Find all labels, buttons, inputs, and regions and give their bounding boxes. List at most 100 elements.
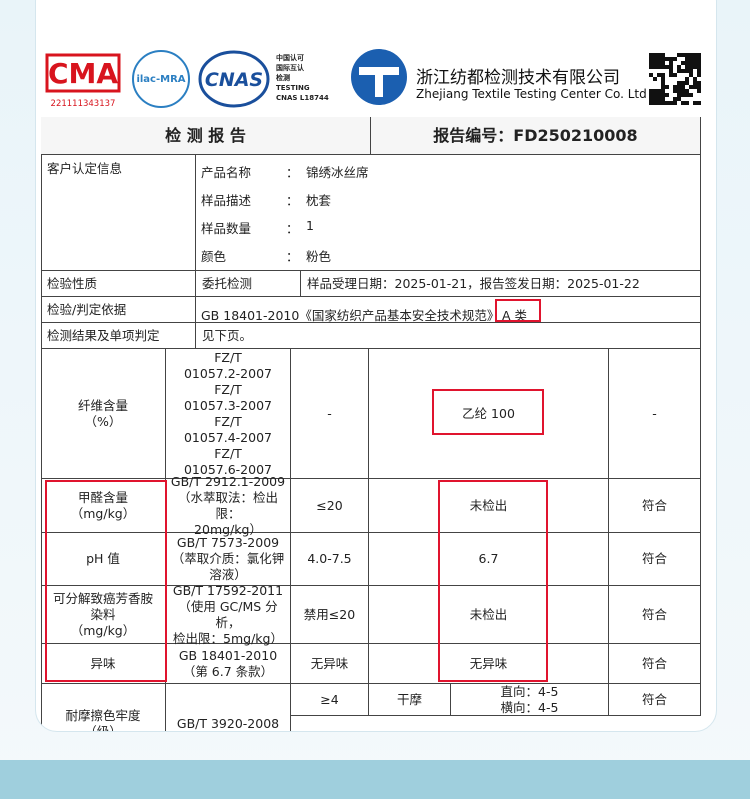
qr-cell [697, 65, 701, 69]
text-line: TESTING [276, 84, 310, 92]
text-line: 溶液） [209, 567, 247, 582]
qr-cell [681, 85, 685, 89]
qr-cell [689, 57, 693, 61]
verdict-cell: 符合 [609, 644, 701, 684]
qr-cell [649, 93, 653, 97]
qr-cell [661, 93, 665, 97]
verdict-cell: 符合 [609, 479, 701, 533]
qr-cell [653, 77, 657, 81]
qr-cell [693, 85, 697, 89]
qr-cell [697, 101, 701, 105]
qr-cell [689, 85, 693, 89]
cma-logo: CMA 221111343137 [45, 53, 121, 109]
cnas-text: CNAS [205, 69, 263, 91]
qr-cell [697, 81, 701, 85]
qr-cell [685, 65, 689, 69]
qr-cell [693, 61, 697, 65]
qr-cell [661, 73, 665, 77]
qr-cell [689, 61, 693, 65]
item-cell: 纤维含量 （%） [41, 349, 166, 479]
company-logo [351, 49, 407, 105]
qr-cell [685, 69, 689, 73]
qr-cell [673, 101, 677, 105]
client-label: 客户认定信息 [41, 155, 196, 271]
content: CMA 221111343137 ilac-MRA CNAS 中国认可 国际互认检… [36, 1, 716, 731]
result-cell: 6.7 [369, 533, 609, 586]
item-cell: 可分解致癌芳香胺 染料 （mg/kg） [41, 586, 166, 644]
text-line: 国际互认 [276, 64, 304, 72]
qr-cell [681, 81, 685, 85]
text-line: 耐摩擦色牢度 [65, 707, 141, 723]
qr-cell [681, 61, 685, 65]
qr-cell [697, 61, 701, 65]
note-label: 检测结果及单项判定 [41, 323, 196, 349]
cma-number: 221111343137 [51, 99, 116, 109]
qr-cell [677, 93, 681, 97]
qr-cell [657, 93, 661, 97]
qr-cell [697, 69, 701, 73]
text-line: 01057.2-2007 [183, 365, 272, 381]
text-line: （水萃取法：检出限： [177, 489, 278, 521]
qr-cell [681, 53, 685, 57]
qr-cell [661, 53, 665, 57]
qr-cell [673, 85, 677, 89]
highlight-box [45, 480, 167, 682]
text-line: GB 18401-2010 [178, 647, 278, 663]
verdict-cell: 符合 [609, 533, 701, 586]
qr-cell [673, 89, 677, 93]
highlight-box [438, 480, 548, 682]
text-line: 异味 [90, 655, 116, 671]
basis-grade: A 类 [502, 308, 528, 323]
nature-value: 委托检测 [196, 271, 301, 297]
qr-code [649, 53, 701, 105]
qr-cell [665, 57, 669, 61]
qr-cell [653, 89, 657, 93]
company-cn: 浙江纺都检测技术有限公司 [416, 68, 620, 88]
verdict-cell: - [609, 349, 701, 479]
qr-cell [649, 73, 653, 77]
cnas-info: 中国认可 国际互认 检测 TESTING CNAS L18744 [276, 53, 329, 103]
qr-cell [653, 65, 657, 69]
qr-cell [653, 57, 657, 61]
verdict-cell: 符合 [609, 684, 701, 716]
field-value: 锦绣冰丝席 [306, 165, 369, 180]
qr-cell [677, 53, 681, 57]
qr-cell [685, 101, 689, 105]
qr-cell [689, 73, 693, 77]
text-line: 01057.3-2007 [183, 397, 272, 413]
qr-cell [673, 97, 677, 101]
qr-cell [693, 53, 697, 57]
highlight-box [432, 389, 544, 435]
ilac-logo: ilac-MRA [132, 50, 190, 108]
qr-cell [685, 89, 689, 93]
qr-cell [685, 81, 689, 85]
qr-cell [661, 81, 665, 85]
result-cell: 直向：4-5 横向：4-5 [451, 684, 609, 716]
text-line: pH 值 [86, 551, 120, 566]
qr-cell [685, 53, 689, 57]
qr-cell [693, 101, 697, 105]
qr-cell [669, 101, 673, 105]
qr-cell [681, 69, 685, 73]
qr-cell [649, 97, 653, 101]
field-value: 枕套 [306, 193, 332, 208]
qr-cell [681, 101, 685, 105]
nature-label: 检验性质 [41, 271, 196, 297]
text-line: FZ/T [214, 349, 242, 365]
method-cell: GB 18401-2010 （第 6.7 条款） [166, 644, 291, 684]
field-value: 粉色 [306, 249, 332, 264]
qr-cell [689, 53, 693, 57]
method-cell: GB/T 17592-2011 （使用 GC/MS 分析， 检出限：5mg/kg） [166, 583, 291, 646]
text-line: FZ/T [214, 445, 242, 461]
text-line: 可分解致癌芳香胺 [52, 590, 153, 606]
text-line: 直向：4-5 [500, 683, 559, 699]
qr-cell [661, 65, 665, 69]
qr-cell [681, 89, 685, 93]
qr-cell [661, 89, 665, 93]
requirement-cell: 4.0-7.5 [291, 533, 369, 586]
qr-cell [665, 65, 669, 69]
qr-cell [677, 97, 681, 101]
text-line: GB/T 3920-2008 [176, 715, 280, 731]
qr-cell [661, 57, 665, 61]
